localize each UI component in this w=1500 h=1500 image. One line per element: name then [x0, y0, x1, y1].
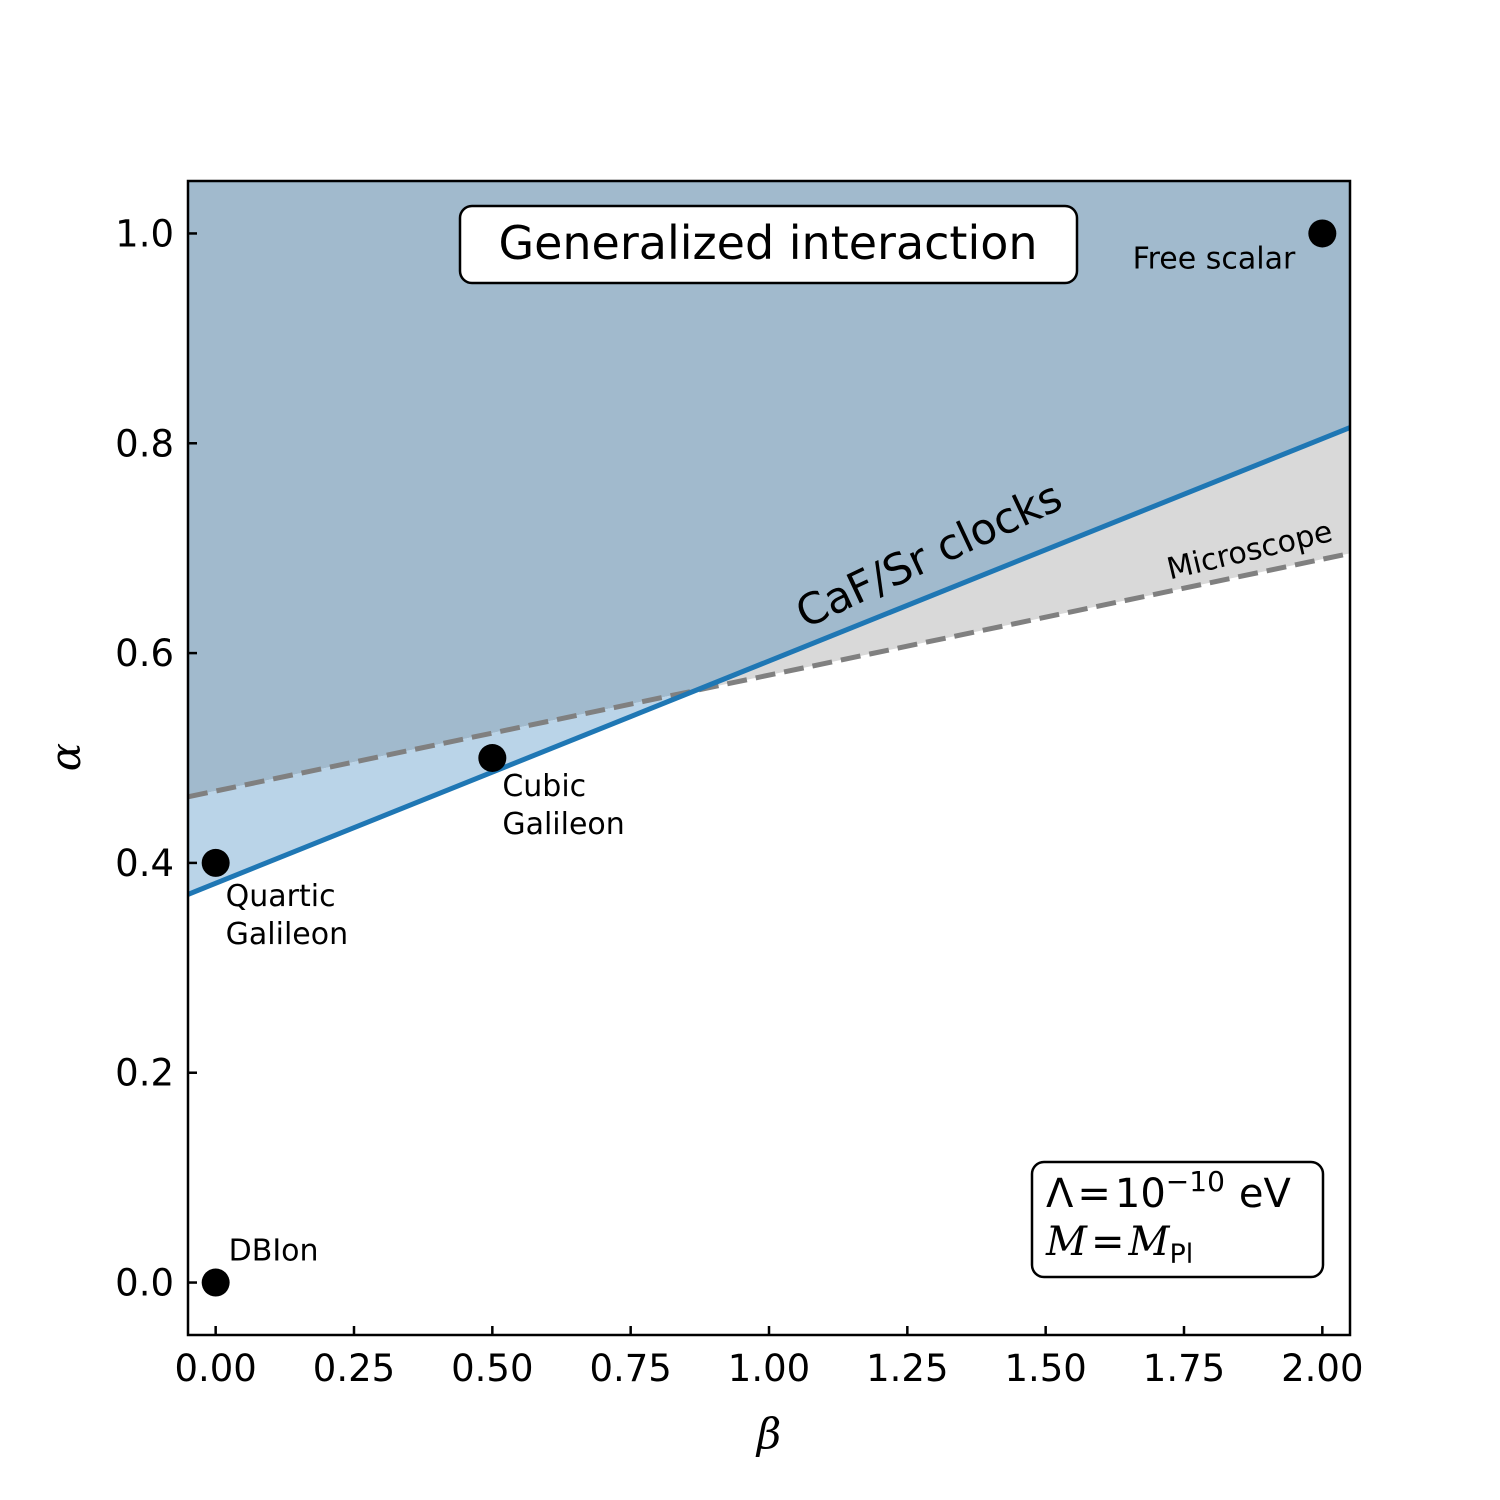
lambda-exponent: −10	[1166, 1165, 1225, 1198]
data-point-marker	[201, 848, 230, 877]
x-tick-label: 2.00	[1281, 1347, 1363, 1390]
x-tick-label: 0.25	[313, 1347, 395, 1390]
x-tick-label: 1.50	[1004, 1347, 1086, 1390]
data-point-marker	[1308, 219, 1337, 248]
data-point-marker	[478, 744, 507, 772]
chart-title: Generalized interaction	[498, 216, 1037, 270]
parameter-box: Λ = 10−10 eV M = MPl	[1030, 1160, 1325, 1279]
y-tick-label: 0.0	[115, 1262, 174, 1305]
x-tick-label: 1.75	[1143, 1347, 1225, 1390]
x-axis-label: β	[755, 1409, 781, 1458]
data-point-label: Quartic	[226, 879, 336, 914]
mass-value-symbol: M	[1127, 1219, 1170, 1265]
y-tick-label: 0.4	[115, 842, 174, 885]
lambda-parameter: Λ = 10−10 eV	[1046, 1165, 1292, 1217]
region-excluded-both	[188, 181, 1350, 797]
x-axis-ticks: 0.00 0.25 0.50 0.75 1.00 1.25 1.50 1.75 2.00	[174, 1326, 1364, 1390]
title-frame	[458, 204, 1079, 285]
data-point-label: Galileon	[226, 917, 348, 952]
y-tick-label: 0.6	[115, 632, 174, 675]
mass-parameter: M = MPl	[1045, 1219, 1193, 1270]
y-tick-label: 1.0	[115, 212, 174, 255]
x-tick-label: 1.25	[866, 1347, 948, 1390]
y-tick-label: 0.2	[115, 1052, 174, 1095]
lambda-unit: eV	[1239, 1171, 1292, 1217]
x-tick-label: 1.00	[728, 1347, 810, 1390]
data-point-marker	[201, 1268, 230, 1297]
microscope-line	[188, 550, 1350, 800]
lambda-value: 10	[1115, 1171, 1166, 1217]
lambda-symbol: Λ	[1046, 1171, 1074, 1217]
data-point-label: Free scalar	[1133, 241, 1296, 276]
clocks-line	[188, 425, 1350, 897]
mass-subscript: Pl	[1169, 1239, 1193, 1270]
title-box: Generalized interaction	[458, 204, 1079, 285]
x-tick-label: 0.50	[451, 1347, 533, 1390]
x-tick-label: 0.75	[589, 1347, 671, 1390]
data-point-label: Galileon	[502, 807, 624, 842]
y-tick-label: 0.8	[115, 422, 174, 465]
y-axis-label: α	[41, 743, 90, 771]
parameter-frame	[1030, 1160, 1325, 1279]
y-axis-ticks: 0.0 0.2 0.4 0.6 0.8 1.0	[115, 212, 197, 1305]
x-tick-label: 0.00	[174, 1347, 256, 1390]
mass-symbol: M	[1045, 1219, 1088, 1265]
data-point-label: Cubic	[502, 769, 586, 804]
data-points: Free scalarCubicGalileonQuarticGalileonD…	[201, 219, 1337, 1297]
data-point-label: DBIon	[229, 1234, 319, 1269]
